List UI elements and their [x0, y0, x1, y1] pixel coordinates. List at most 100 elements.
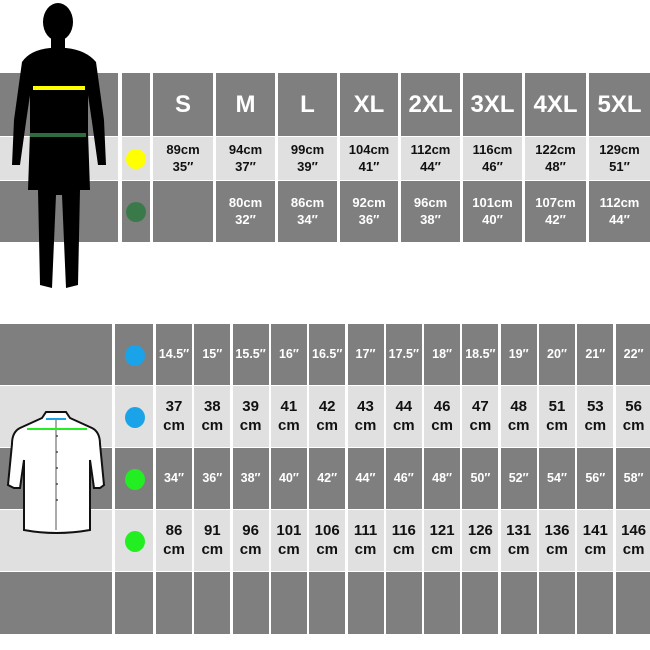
measurement-cell: 44″	[347, 448, 384, 509]
measurement-cell	[232, 572, 269, 634]
measurement-cell: 14.5″	[156, 324, 192, 385]
measurement-cell	[194, 572, 231, 634]
cell-text: 99cm	[290, 142, 325, 158]
cell-text: 42″	[317, 470, 338, 485]
cell-text: 38″	[420, 211, 441, 227]
cell-text: 44	[395, 397, 413, 415]
measurement-cell: 96 cm	[232, 510, 269, 571]
size-header: 5XL	[589, 73, 650, 136]
measurement-cell: 91 cm	[194, 510, 231, 571]
measurement-cell: 122cm 48″	[525, 137, 586, 180]
cell-text: cm	[584, 540, 607, 558]
measurement-cell: 40″	[270, 448, 307, 509]
measurement-cell: 41 cm	[270, 386, 307, 447]
collar-marker-icon	[125, 344, 145, 366]
cell-text: 44″	[420, 158, 441, 174]
measurement-cell: 43 cm	[347, 386, 384, 447]
measurement-cell: 56″	[577, 448, 614, 509]
cell-text: 126	[467, 521, 493, 539]
cell-text: cm	[163, 540, 185, 558]
cell-text: cm	[622, 540, 645, 558]
measurement-cell: 22″	[615, 324, 650, 385]
measurement-cell: 52″	[500, 448, 537, 509]
marker-column-cell	[115, 572, 153, 634]
waist-marker-icon	[126, 201, 146, 222]
cell-text: 46″	[393, 470, 414, 485]
measurement-cell: 34″	[156, 448, 192, 509]
cell-text: cm	[431, 540, 453, 558]
measurement-cell: 106 cm	[309, 510, 346, 571]
cell-text: 15″	[202, 346, 223, 361]
cell-text: 37	[165, 397, 183, 415]
measurement-cell: 38″	[232, 448, 269, 509]
measurement-cell: 19″	[500, 324, 537, 385]
cell-text: cm	[469, 540, 492, 558]
measurement-cell: 46 cm	[424, 386, 461, 447]
measurement-cell: 46″	[385, 448, 422, 509]
cell-text: 42″	[545, 211, 566, 227]
cell-text: 54″	[547, 470, 567, 485]
measurement-cell: 37 cm	[156, 386, 192, 447]
cell-text: 122cm	[535, 142, 576, 158]
cell-text: 86	[165, 521, 183, 539]
measurement-cell	[577, 572, 614, 634]
cell-text: 89cm	[166, 142, 200, 158]
cell-text: 48	[510, 397, 528, 415]
cell-text: 18″	[432, 346, 453, 361]
cell-text: 92cm	[352, 195, 386, 211]
cell-text: 39″	[297, 158, 318, 174]
cell-text: 14.5″	[158, 346, 190, 361]
cell-text: 47	[472, 397, 489, 415]
cell-text: 46	[433, 397, 451, 415]
measurement-cell: 16.5″	[309, 324, 346, 385]
measurement-cell: 17″	[347, 324, 384, 385]
measurement-cell: 112cm 44″	[589, 181, 650, 242]
measurement-cell: 44 cm	[385, 386, 422, 447]
measurement-cell: 107cm 42″	[525, 181, 586, 242]
measurement-cell: 18″	[424, 324, 461, 385]
measurement-cell: 111 cm	[347, 510, 384, 571]
measurement-cell: 15″	[194, 324, 231, 385]
chest-marker-icon	[126, 148, 146, 169]
cell-text: 104cm	[348, 142, 390, 158]
size-header: 3XL	[463, 73, 522, 136]
measurement-cell: 80cm 32″	[216, 181, 275, 242]
cell-text: 121	[429, 521, 455, 539]
measurement-cell: 86 cm	[156, 510, 192, 571]
measurement-cell	[424, 572, 461, 634]
measurement-cell: 116 cm	[385, 510, 422, 571]
cell-text: 53	[586, 397, 604, 415]
cell-text: 56	[625, 397, 642, 415]
cell-text: 56″	[585, 470, 606, 485]
cell-text: 146	[621, 521, 647, 539]
measurement-cell: 94cm 37″	[216, 137, 275, 180]
cell-text: 44″	[355, 470, 376, 485]
cell-text: 15.5″	[235, 346, 266, 361]
measurement-cell: 136 cm	[539, 510, 575, 571]
measurement-cell: 39 cm	[232, 386, 269, 447]
cell-text: 51	[548, 397, 566, 415]
cell-text: 131	[506, 521, 532, 539]
cell-text: cm	[431, 416, 453, 434]
measurement-cell: 146 cm	[615, 510, 650, 571]
shirt-column-band	[0, 572, 112, 634]
measurement-cell: 21″	[577, 324, 614, 385]
measurement-cell: 116cm 46″	[463, 137, 522, 180]
cell-text: 43	[357, 397, 374, 415]
measurement-cell	[385, 572, 422, 634]
size-header: L	[278, 73, 337, 136]
marker-column-cell	[122, 73, 150, 136]
measurement-cell: 126 cm	[462, 510, 499, 571]
cell-text: 40″	[482, 211, 503, 227]
measurement-cell	[462, 572, 499, 634]
measurement-cell: 48 cm	[500, 386, 537, 447]
cell-text: cm	[546, 540, 568, 558]
cell-text: cm	[392, 540, 415, 558]
measurement-cell: 17.5″	[385, 324, 422, 385]
cell-text: 20″	[547, 346, 567, 361]
cell-text: 38	[203, 397, 221, 415]
size-header: M	[216, 73, 275, 136]
cell-text: 22″	[623, 346, 644, 361]
cell-text: 101	[276, 521, 302, 539]
body-silhouette-icon	[12, 3, 106, 288]
